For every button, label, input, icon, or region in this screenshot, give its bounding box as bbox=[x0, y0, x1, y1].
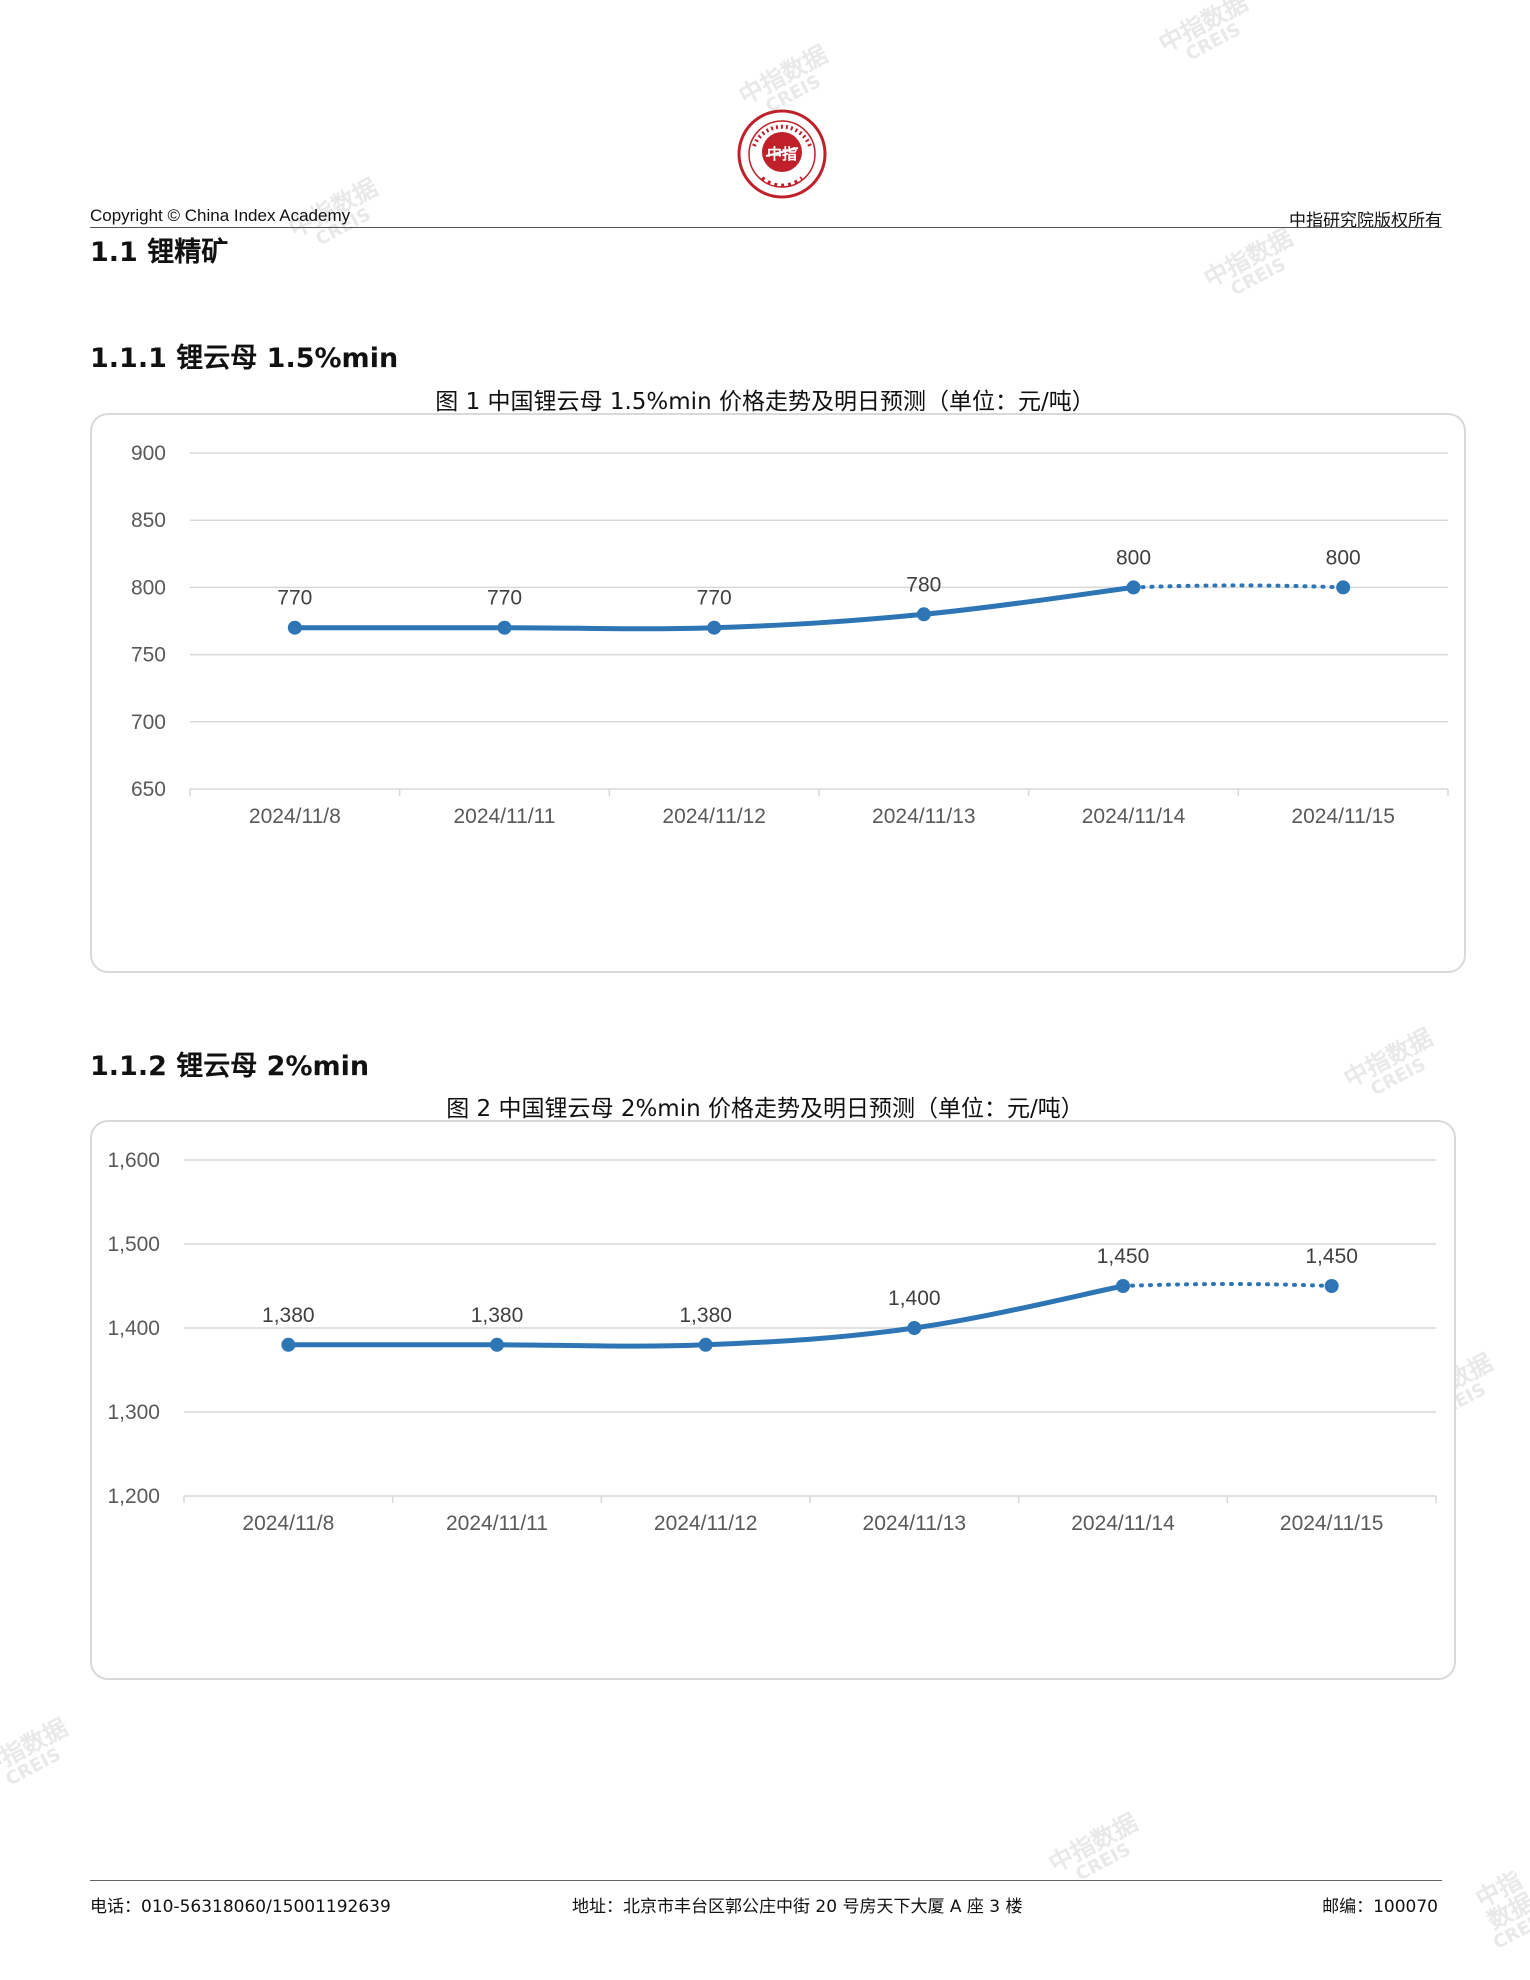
chart-2-heading: 1.1.2 锂云母 2%min bbox=[90, 1051, 370, 1082]
y-tick-label: 900 bbox=[131, 442, 166, 465]
section-title: 1.1 锂精矿 bbox=[90, 237, 229, 268]
data-point bbox=[287, 620, 302, 635]
chart-1-caption: 图 1 中国锂云母 1.5%min 价格走势及明日预测（单位：元/吨） bbox=[435, 389, 1095, 415]
data-point bbox=[1116, 1279, 1130, 1293]
x-tick-label: 2024/11/15 bbox=[1280, 1512, 1384, 1535]
academy-logo: 中指 bbox=[736, 108, 828, 200]
y-tick-label: 800 bbox=[131, 576, 166, 599]
y-tick-label: 1,200 bbox=[107, 1485, 160, 1508]
y-tick-label: 700 bbox=[131, 711, 166, 734]
x-tick-label: 2024/11/8 bbox=[249, 805, 341, 828]
y-tick-label: 850 bbox=[131, 509, 166, 532]
x-tick-label: 2024/11/8 bbox=[242, 1512, 334, 1535]
footer-phone: 电话：010-56318060/15001192639 bbox=[90, 1897, 391, 1917]
x-tick-label: 2024/11/14 bbox=[1082, 805, 1186, 828]
forecast-line bbox=[1121, 1282, 1334, 1288]
data-point bbox=[1336, 580, 1351, 595]
data-label: 770 bbox=[487, 587, 522, 610]
data-label: 770 bbox=[277, 587, 312, 610]
y-tick-label: 1,500 bbox=[107, 1233, 160, 1256]
data-point bbox=[281, 1337, 296, 1352]
data-point bbox=[916, 607, 931, 622]
footer-divider bbox=[90, 1880, 1442, 1881]
data-label: 780 bbox=[906, 573, 941, 596]
data-label: 1,450 bbox=[1097, 1245, 1150, 1268]
data-label: 800 bbox=[1326, 546, 1361, 569]
footer-postcode: 邮编：100070 bbox=[1322, 1897, 1438, 1917]
y-tick-label: 1,300 bbox=[107, 1401, 160, 1424]
data-point bbox=[490, 1337, 504, 1352]
data-point bbox=[497, 620, 512, 635]
data-point bbox=[698, 1337, 713, 1352]
header-divider bbox=[90, 227, 1442, 228]
y-tick-label: 1,600 bbox=[107, 1149, 160, 1172]
y-tick-label: 650 bbox=[131, 778, 166, 801]
forecast-line bbox=[1131, 583, 1346, 590]
chart-2-plot: 1,200 1,300 1,400 1,500 1,600 2024/11/8 2024/1… bbox=[107, 1149, 1437, 1535]
chart-1-heading: 1.1.1 锂云母 1.5%min bbox=[90, 343, 399, 374]
chart-1-frame: 650 700 750 800 850 900 2024/11/8 2024/11/11 202… bbox=[90, 413, 1466, 973]
data-label: 1,400 bbox=[888, 1287, 941, 1310]
chart-1-plot: 650 700 750 800 850 900 2024/11/8 2024/11/11 202… bbox=[131, 442, 1449, 828]
data-point bbox=[1126, 580, 1141, 595]
data-label: 800 bbox=[1116, 546, 1151, 569]
chart-2-frame: 1,200 1,300 1,400 1,500 1,600 2024/11/8 2024/1… bbox=[90, 1120, 1456, 1680]
data-label: 1,380 bbox=[471, 1304, 524, 1327]
x-tick-label: 2024/11/12 bbox=[662, 805, 766, 828]
copyright-text: Copyright © China Index Academy bbox=[90, 206, 351, 225]
data-label: 770 bbox=[697, 587, 732, 610]
data-point bbox=[907, 1321, 922, 1335]
y-tick-label: 1,400 bbox=[107, 1317, 160, 1340]
x-tick-label: 2024/11/11 bbox=[446, 1512, 548, 1535]
x-tick-label: 2024/11/12 bbox=[654, 1512, 758, 1535]
data-label: 1,380 bbox=[262, 1304, 315, 1327]
x-tick-label: 2024/11/13 bbox=[872, 805, 976, 828]
logo-text: 中指 bbox=[767, 145, 797, 163]
data-point bbox=[707, 620, 722, 635]
chart-2-caption: 图 2 中国锂云母 2%min 价格走势及明日预测（单位：元/吨） bbox=[446, 1096, 1084, 1122]
rights-text: 中指研究院版权所有 bbox=[1289, 211, 1442, 231]
x-tick-label: 2024/11/15 bbox=[1291, 805, 1395, 828]
footer-address: 地址：北京市丰台区郭公庄中街 20 号房天下大厦 A 座 3 楼 bbox=[572, 1897, 1023, 1917]
x-tick-label: 2024/11/13 bbox=[863, 1512, 967, 1535]
data-point bbox=[1324, 1279, 1339, 1293]
x-tick-label: 2024/11/14 bbox=[1071, 1512, 1175, 1535]
data-label: 1,380 bbox=[679, 1304, 732, 1327]
x-tick-label: 2024/11/11 bbox=[454, 805, 556, 828]
data-label: 1,450 bbox=[1305, 1245, 1358, 1268]
y-tick-label: 750 bbox=[131, 644, 166, 667]
